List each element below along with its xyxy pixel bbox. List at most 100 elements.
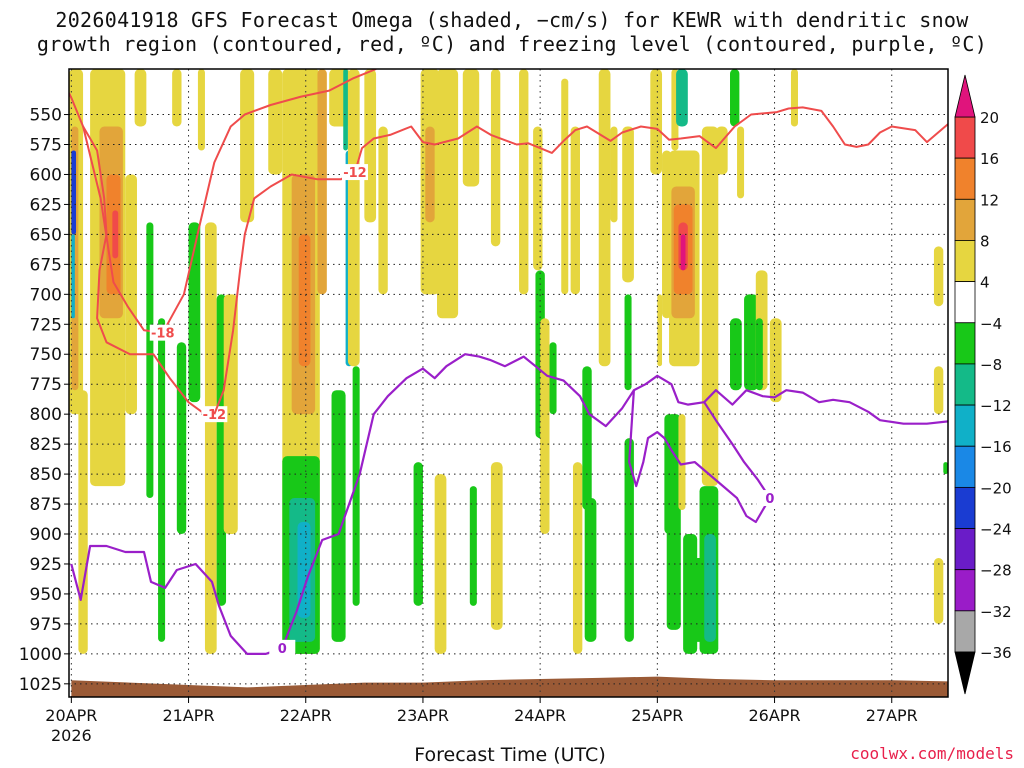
y-tick-label: 1000 [19, 645, 62, 665]
dgz-contour-label: -12 [203, 408, 227, 423]
y-tick-label: 800 [30, 405, 62, 425]
omega-region [490, 462, 503, 630]
omega-region [666, 414, 681, 630]
dgz-contour-label: -12 [343, 166, 367, 181]
legend-tick-label: −24 [980, 521, 1012, 539]
omega-region [425, 126, 435, 223]
omega-region [622, 126, 634, 283]
y-axis: 550 575 600 625 650 675 700 725 750 775 800 825 850 8… [19, 106, 69, 695]
legend-tick-label: 20 [980, 109, 999, 127]
y-tick-label: 725 [30, 315, 62, 335]
freezing-contour-label: 0 [765, 492, 774, 507]
legend-tick-label: −36 [980, 644, 1012, 662]
omega-region [704, 534, 716, 642]
omega-region [434, 474, 447, 654]
legend-swatch [954, 240, 976, 283]
omega-region [582, 366, 592, 511]
omega-region [378, 126, 388, 295]
y-tick-label: 900 [30, 525, 62, 545]
omega-region [678, 414, 686, 511]
chart-title-line2: growth region (contoured, red, ºC) and f… [36, 32, 988, 56]
dgz-contour-label-bg [341, 164, 368, 181]
omega-region [469, 486, 477, 606]
y-tick-label: 875 [30, 495, 62, 515]
omega-region [933, 246, 944, 307]
omega-region [744, 294, 759, 391]
chart-title-line1: 2026041918 GFS Forecast Omega (shaded, −… [55, 8, 969, 32]
omega-region [197, 69, 205, 151]
legend-tick-label: −8 [980, 356, 1002, 374]
omega-region [490, 69, 501, 247]
omega-region [790, 69, 798, 127]
omega-region [680, 234, 686, 271]
x-tick-label: 23APR [397, 706, 449, 725]
omega-region [570, 126, 580, 295]
omega-region [624, 438, 634, 642]
dgz-contour-label: -18 [151, 327, 175, 342]
y-tick-label: 675 [30, 255, 62, 275]
omega-region [769, 318, 782, 403]
x-year-label: 2026 [51, 726, 92, 745]
omega-region [298, 234, 311, 367]
omega-region [331, 390, 346, 642]
y-tick-label: 1025 [19, 675, 62, 695]
omega-region [240, 69, 255, 223]
freezing-contour [70, 353, 948, 655]
omega-region [598, 69, 611, 367]
terrain-band [71, 676, 948, 697]
omega-region [204, 222, 217, 654]
legend-swatch [954, 363, 976, 406]
omega-region [413, 462, 423, 606]
omega-region [437, 69, 459, 319]
x-tick-label: 26APR [749, 706, 801, 725]
y-tick-label: 600 [30, 165, 62, 185]
freezing-contour-label-bg [269, 639, 296, 656]
omega-region [540, 318, 550, 535]
x-tick-label: 22APR [280, 706, 332, 725]
omega-region [933, 366, 944, 415]
legend-swatch [954, 528, 976, 571]
legend-swatch [954, 157, 976, 200]
legend-tick-label: −12 [980, 397, 1012, 415]
y-tick-label: 925 [30, 555, 62, 575]
legend-swatch [954, 198, 976, 241]
x-tick-label: 20APR [45, 706, 97, 725]
y-tick-label: 950 [30, 585, 62, 605]
x-axis: 20APR 21APR 22APR 23APR 24APR 25APR 26APR 27APR… [45, 697, 918, 745]
legend-swatch [954, 116, 976, 159]
omega-region [364, 69, 377, 223]
omega-region [624, 294, 632, 391]
x-tick-label: 25APR [631, 706, 683, 725]
omega-region [933, 557, 944, 624]
omega-region [71, 150, 77, 235]
legend-swatch [954, 445, 976, 488]
y-tick-label: 975 [30, 615, 62, 635]
legend-swatch [954, 486, 976, 529]
legend-bottom-arrow [954, 651, 976, 695]
legend-swatch [954, 322, 976, 365]
legend-tick-label: −32 [980, 603, 1012, 621]
y-tick-label: 550 [30, 106, 62, 126]
legend-top-arrow [954, 74, 976, 118]
freezing-contour-label-bg [756, 490, 783, 507]
legend-tick-label: −20 [980, 479, 1012, 497]
plot-frame [68, 68, 949, 698]
omega-region [584, 498, 597, 642]
legend-tick-label: 12 [980, 191, 999, 209]
legend-tick-label: 16 [980, 150, 999, 168]
omega-region [755, 318, 763, 391]
y-tick-label: 700 [30, 285, 62, 305]
y-tick-label: 575 [30, 136, 62, 156]
legend-tick-label: −16 [980, 438, 1012, 456]
x-tick-label: 21APR [163, 706, 215, 725]
x-tick-label: 24APR [514, 706, 566, 725]
omega-region [730, 69, 740, 127]
y-tick-label: 825 [30, 435, 62, 455]
dgz-contour [69, 92, 215, 416]
omega-region [662, 150, 672, 319]
omega-region [158, 318, 166, 642]
y-tick-label: 850 [30, 465, 62, 485]
legend-tick-label: −4 [980, 315, 1002, 333]
legend-tick-label: 8 [980, 232, 990, 250]
